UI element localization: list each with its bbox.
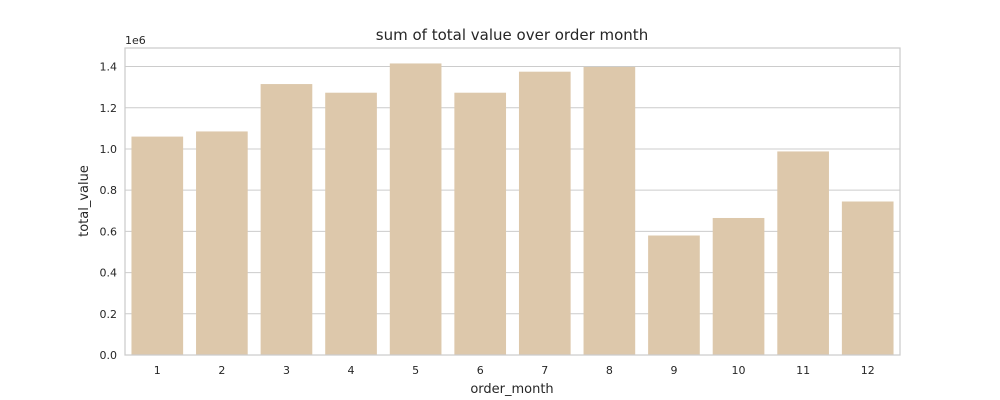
y-tick-label: 0.4 [100, 267, 118, 280]
x-tick-label: 3 [283, 364, 290, 377]
bar-month-3 [260, 84, 313, 356]
bar-month-12 [841, 201, 894, 355]
x-tick-label: 11 [796, 364, 810, 377]
bar-month-4 [325, 92, 377, 355]
y-axis-label: total_value [77, 165, 92, 237]
x-tick-label: 7 [541, 364, 548, 377]
bar-month-5 [389, 63, 442, 355]
x-tick-label: 4 [348, 364, 355, 377]
x-tick-label: 9 [670, 364, 677, 377]
y-scale-label: 1e6 [125, 34, 146, 47]
bar-month-7 [518, 71, 571, 355]
x-tick-label: 2 [218, 364, 225, 377]
x-tick-label: 10 [732, 364, 746, 377]
chart-title: sum of total value over order month [376, 26, 648, 44]
x-tick-label: 8 [606, 364, 613, 377]
bar-month-8 [583, 66, 636, 356]
plot-frame [124, 47, 901, 356]
gridlines [125, 66, 900, 356]
bar-month-11 [777, 151, 829, 355]
bar-month-2 [196, 131, 248, 355]
y-tick-label: 1.4 [100, 61, 118, 74]
bars [131, 63, 894, 356]
x-tick-label: 12 [861, 364, 875, 377]
bar-month-1 [131, 136, 184, 355]
bar-month-9 [648, 235, 700, 355]
y-tick-label: 0.6 [100, 225, 118, 238]
x-tick-label: 5 [412, 364, 419, 377]
bar-month-10 [712, 217, 765, 355]
y-tick-label: 0.2 [100, 308, 118, 321]
bar-month-6 [454, 92, 507, 355]
y-tick-label: 0.8 [100, 184, 118, 197]
x-tick-label: 1 [154, 364, 161, 377]
y-tick-labels: 0.0 0.2 0.4 0.6 0.8 1.0 1.2 1.4 [100, 61, 118, 362]
y-tick-label: 0.0 [100, 349, 118, 362]
y-tick-label: 1.2 [100, 102, 118, 115]
x-tick-label: 6 [477, 364, 484, 377]
y-tick-label: 1.0 [100, 143, 118, 156]
x-tick-labels: 1 2 3 4 5 6 7 8 9 10 11 12 [154, 364, 875, 377]
x-axis-label: order_month [470, 382, 553, 397]
